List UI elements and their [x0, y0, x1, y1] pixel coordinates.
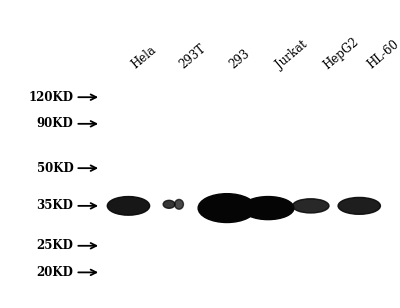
Text: 293: 293 [227, 47, 252, 72]
Ellipse shape [338, 197, 380, 214]
Text: 90KD: 90KD [37, 117, 74, 130]
Text: HepG2: HepG2 [321, 35, 361, 72]
Text: 20KD: 20KD [36, 266, 74, 279]
Ellipse shape [242, 197, 294, 220]
Text: 50KD: 50KD [37, 162, 74, 175]
Text: 120KD: 120KD [28, 91, 74, 104]
Ellipse shape [175, 200, 184, 209]
Text: HL-60: HL-60 [365, 38, 400, 72]
Text: 35KD: 35KD [36, 199, 74, 213]
Text: 25KD: 25KD [36, 239, 74, 252]
Text: 293T: 293T [177, 42, 208, 72]
Ellipse shape [292, 199, 329, 213]
Ellipse shape [198, 194, 256, 222]
Text: Hela: Hela [128, 44, 158, 72]
Ellipse shape [107, 197, 150, 215]
Ellipse shape [163, 200, 175, 208]
Text: Jurkat: Jurkat [274, 38, 310, 72]
